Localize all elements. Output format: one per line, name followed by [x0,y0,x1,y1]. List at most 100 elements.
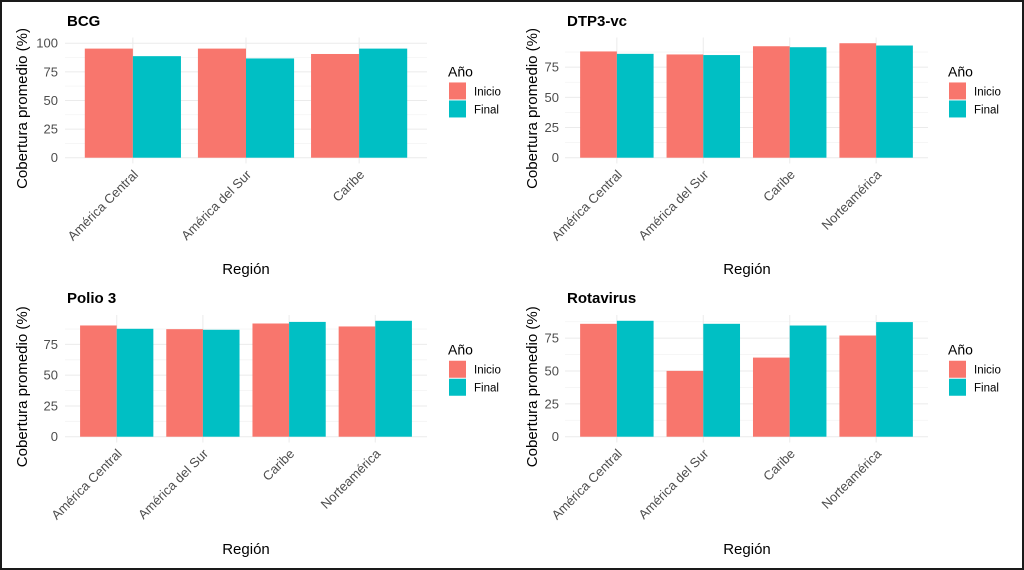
legend-label-final: Final [974,104,999,116]
y-tick-label: 75 [44,64,58,79]
y-axis-title: Cobertura promedio (%) [524,28,541,189]
y-tick-label: 100 [36,36,58,51]
legend-swatch-inicio [949,82,966,100]
legend-swatch-final [449,378,466,396]
y-tick-label: 75 [545,60,559,75]
x-tick-label: América del Sur [135,446,211,522]
x-tick-label: América Central [548,167,625,244]
legend-title: Año [948,342,973,358]
bar-inicio-am-rica-del-sur [166,329,203,437]
bar-final-caribe [289,321,326,437]
legend-label-inicio: Inicio [974,86,1001,98]
legend-label-final: Final [474,104,499,116]
bar-final-am-rica-del-sur [703,55,741,158]
chart-panel-bcg: 0 25 50 75 100 América Central América del Sur… [14,13,501,278]
bar-inicio-am-rica-central [80,325,117,437]
legend-label-final: Final [474,383,499,395]
bar-inicio-norteam-rica [338,326,376,437]
bar-final-am-rica-del-sur [703,323,741,437]
bar-final-am-rica-central [616,53,654,158]
x-tick-label: Caribe [330,167,368,205]
legend-label-inicio: Inicio [474,86,501,98]
legend-swatch-inicio [449,360,466,378]
x-tick-label: América del Sur [635,446,711,522]
bar-inicio-norteam-rica [839,335,877,437]
y-tick-label: 0 [552,150,559,165]
x-axis-title: Región [723,541,771,558]
y-tick-label: 25 [545,120,559,135]
y-tick-label: 0 [552,429,559,444]
legend-label-final: Final [974,383,999,395]
y-tick-label: 0 [51,429,58,444]
y-tick-label: 50 [545,90,559,105]
legend-label-inicio: Inicio [974,365,1001,377]
legend-swatch-final [949,378,966,396]
bar-final-norteam-rica [375,320,412,437]
x-tick-label: Norteamérica [818,445,884,511]
legend-title: Año [448,63,473,79]
chart-panel-polio-3: 0 25 50 75 América Central América del Sur Car… [14,290,501,558]
bar-final-norteam-rica [876,322,913,437]
bar-final-am-rica-central [116,328,154,437]
x-tick-label: América Central [48,446,125,523]
y-tick-label: 0 [51,150,58,165]
bar-final-am-rica-central [616,320,654,437]
legend-label-inicio: Inicio [474,365,501,377]
bar-inicio-am-rica-del-sur [666,54,704,158]
x-tick-label: Caribe [260,446,298,484]
panel-title: Rotavirus [567,290,636,307]
bar-final-caribe [359,48,408,158]
y-axis-title: Cobertura promedio (%) [14,306,31,467]
chart-panel-rotavirus: 0 25 50 75 América Central América del Sur Car… [524,290,1001,558]
x-tick-label: Norteamérica [318,445,384,511]
chart-panel-dtp3-vc: 0 25 50 75 América Central América del Sur Car… [524,13,1001,278]
y-tick-label: 25 [545,396,559,411]
bar-final-am-rica-del-sur [246,58,295,158]
x-tick-label: América Central [548,446,625,523]
y-tick-label: 25 [44,122,58,137]
bar-inicio-caribe [752,46,790,158]
bar-inicio-norteam-rica [839,43,877,158]
bar-inicio-am-rica-central [580,51,617,158]
x-tick-label: América del Sur [635,166,711,242]
bar-final-norteam-rica [876,45,913,158]
y-tick-label: 50 [545,363,559,378]
x-tick-label: Caribe [760,446,798,484]
x-axis-title: Región [222,261,270,278]
y-tick-label: 25 [44,398,58,413]
legend-swatch-final [949,100,966,118]
y-axis-title: Cobertura promedio (%) [14,28,31,189]
bar-inicio-am-rica-central [84,48,133,158]
y-tick-label: 75 [545,331,559,346]
x-tick-label: América del Sur [178,166,254,242]
legend-swatch-inicio [449,82,466,100]
y-tick-label: 75 [44,337,58,352]
panel-title: DTP3-vc [567,13,627,30]
x-tick-label: Caribe [760,167,798,205]
bar-inicio-caribe [311,53,360,158]
x-tick-label: Norteamérica [818,166,884,232]
legend-swatch-final [449,100,466,118]
x-tick-label: América Central [64,167,141,244]
x-axis-title: Región [723,261,771,278]
y-tick-label: 50 [44,368,58,383]
bar-final-am-rica-del-sur [202,329,240,437]
bar-final-caribe [789,325,827,437]
y-tick-label: 50 [44,93,58,108]
bar-inicio-caribe [752,357,790,437]
y-axis-title: Cobertura promedio (%) [524,306,541,467]
legend-title: Año [448,342,473,358]
panel-title: Polio 3 [67,290,116,307]
legend-title: Año [948,63,973,79]
bar-inicio-am-rica-del-sur [666,370,704,437]
panel-title: BCG [67,13,100,30]
bar-inicio-am-rica-central [580,323,617,437]
bar-inicio-caribe [252,323,290,437]
bar-final-caribe [789,47,827,158]
bar-inicio-am-rica-del-sur [197,48,246,158]
